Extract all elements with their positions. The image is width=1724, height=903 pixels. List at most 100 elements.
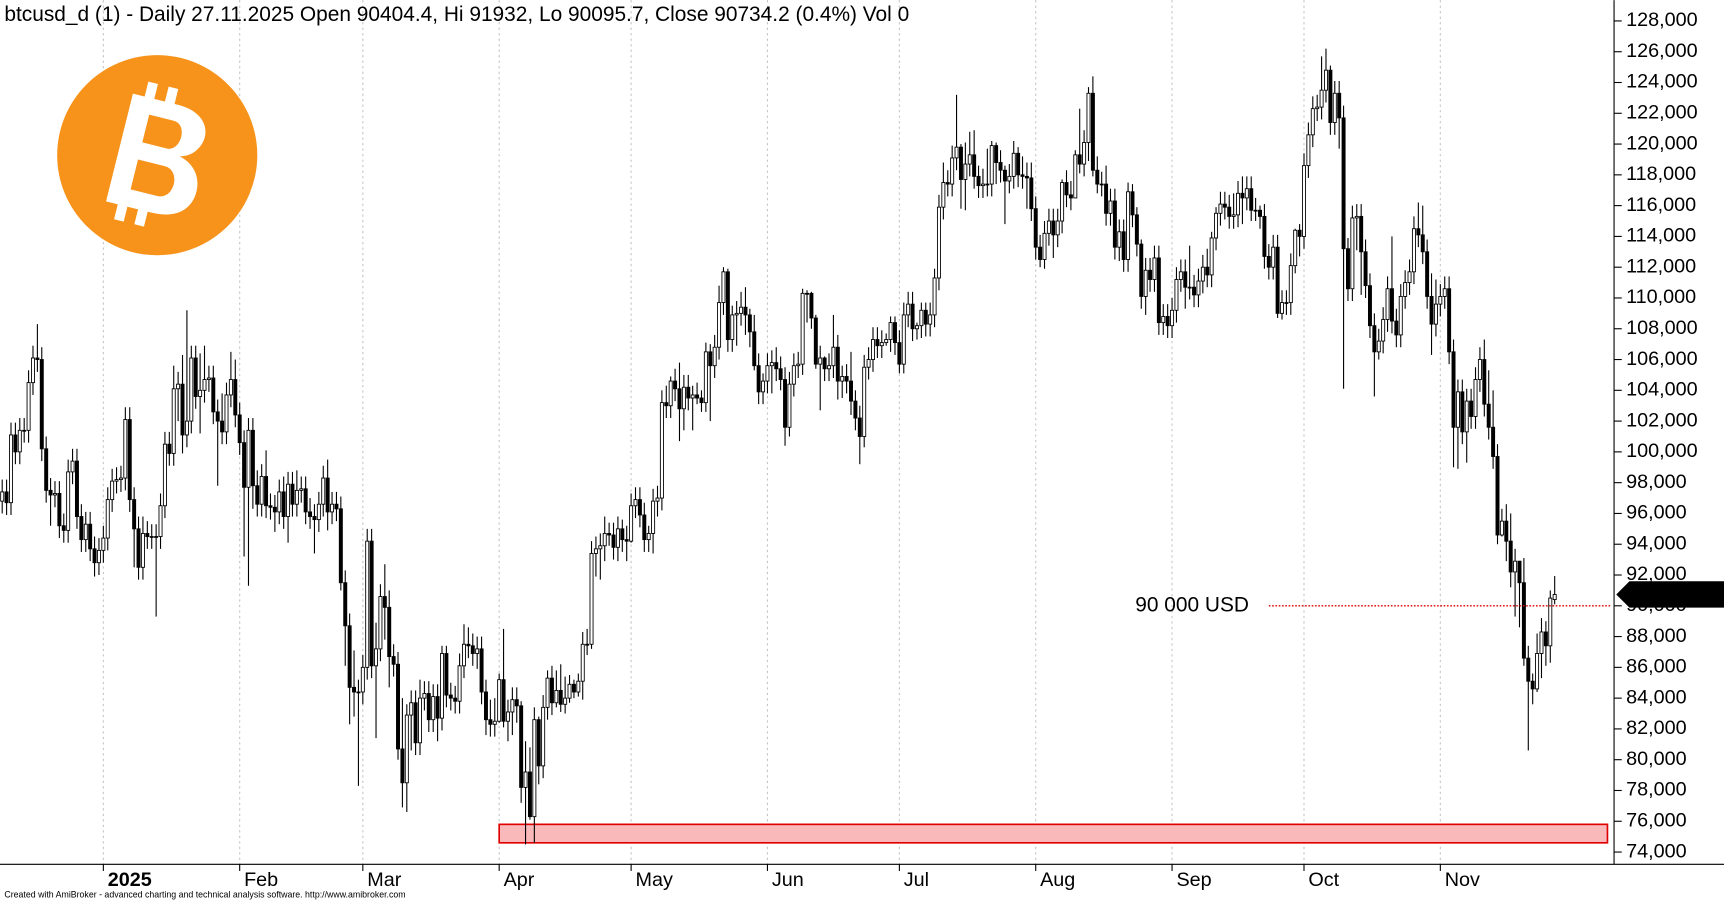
candle-body bbox=[193, 357, 198, 397]
candle-body bbox=[998, 162, 1003, 171]
candle-body bbox=[1319, 89, 1324, 108]
candle-body bbox=[277, 491, 282, 513]
candle-body bbox=[44, 448, 49, 491]
candle-body bbox=[255, 485, 260, 505]
x-tick-label: Feb bbox=[244, 869, 278, 891]
candle-body bbox=[747, 314, 752, 333]
candle-body bbox=[1407, 271, 1412, 284]
candle-body bbox=[1231, 214, 1236, 217]
candle-body bbox=[536, 719, 541, 767]
candle-body bbox=[114, 479, 119, 482]
candle-body bbox=[1460, 391, 1465, 433]
x-tick-label: Oct bbox=[1308, 869, 1339, 891]
candle-body bbox=[1236, 192, 1241, 216]
candle-body bbox=[1350, 217, 1355, 290]
candle-body bbox=[400, 748, 405, 784]
x-tick-label: Sep bbox=[1176, 869, 1211, 891]
candle-body bbox=[39, 359, 44, 450]
candle-body bbox=[132, 499, 137, 530]
candle-body bbox=[545, 677, 550, 708]
candle-body bbox=[725, 271, 730, 340]
candle-body bbox=[418, 697, 422, 744]
candle-body bbox=[220, 420, 225, 433]
candle-body bbox=[914, 325, 919, 330]
candle-body bbox=[563, 697, 568, 705]
candle-body bbox=[963, 163, 968, 180]
candle-body bbox=[1249, 188, 1254, 211]
candle-body bbox=[532, 719, 537, 818]
candle-body bbox=[774, 362, 779, 370]
candle-body bbox=[448, 694, 453, 699]
y-tick-label: 102,000 bbox=[1626, 409, 1698, 431]
candle-body bbox=[879, 342, 884, 347]
candle-body bbox=[1038, 246, 1043, 260]
candle-body bbox=[695, 394, 700, 399]
candle-body bbox=[1499, 520, 1504, 536]
candle-body bbox=[730, 314, 735, 340]
candle-body bbox=[1411, 228, 1416, 273]
candle-body bbox=[101, 537, 106, 551]
candle-body bbox=[950, 157, 955, 185]
candle-body bbox=[1548, 597, 1553, 647]
y-tick-label: 106,000 bbox=[1626, 348, 1698, 370]
candle-body bbox=[739, 306, 744, 314]
candle-body bbox=[1473, 379, 1478, 417]
candle-body bbox=[954, 146, 959, 159]
y-tick-label: 94,000 bbox=[1626, 532, 1687, 554]
candle-body bbox=[1482, 359, 1487, 405]
candle-body bbox=[1183, 271, 1188, 288]
candle-body bbox=[1438, 295, 1443, 305]
candle-body bbox=[1284, 302, 1289, 304]
candle-body bbox=[611, 534, 616, 548]
candle-body bbox=[316, 503, 321, 521]
y-tick-label: 118,000 bbox=[1626, 163, 1696, 185]
candle-body bbox=[1398, 295, 1403, 336]
candle-body bbox=[404, 714, 409, 784]
candle-body bbox=[871, 339, 875, 360]
candle-body bbox=[967, 154, 972, 165]
candle-body bbox=[1486, 403, 1491, 428]
candle-body bbox=[1455, 391, 1460, 428]
candle-body bbox=[1007, 175, 1012, 182]
zone-layer bbox=[498, 823, 1609, 844]
candle-body bbox=[721, 271, 726, 304]
candle-body bbox=[110, 480, 115, 501]
y-tick-label: 126,000 bbox=[1626, 40, 1698, 62]
candle-body bbox=[268, 505, 273, 508]
candle-body bbox=[1262, 215, 1267, 257]
candle-body bbox=[264, 476, 269, 507]
candle-body bbox=[1086, 92, 1091, 143]
candle-body bbox=[712, 346, 717, 367]
candle-body bbox=[1187, 286, 1192, 289]
candle-body bbox=[96, 549, 101, 564]
candle-body bbox=[475, 648, 480, 654]
candle-body bbox=[1513, 560, 1518, 573]
candle-body bbox=[1389, 288, 1394, 322]
candle-body bbox=[976, 175, 981, 187]
candle-body bbox=[985, 183, 990, 186]
candle-body bbox=[1337, 92, 1342, 119]
candle-body bbox=[308, 511, 313, 517]
candle-body bbox=[1293, 229, 1298, 267]
candle-body bbox=[853, 400, 858, 419]
candle-body bbox=[31, 357, 35, 384]
candle-body bbox=[440, 653, 444, 719]
y-tick-label: 78,000 bbox=[1626, 779, 1687, 801]
candle-body bbox=[237, 414, 242, 444]
candle-body bbox=[1117, 231, 1122, 248]
candle-body bbox=[783, 379, 788, 428]
candle-body bbox=[769, 362, 774, 367]
candle-body bbox=[1354, 215, 1359, 219]
candle-body bbox=[1161, 316, 1166, 324]
candle-body bbox=[1469, 400, 1474, 417]
candle-body bbox=[1178, 271, 1183, 280]
y-tick-label: 112,000 bbox=[1626, 255, 1696, 277]
candle-body bbox=[1495, 456, 1500, 536]
candle-body bbox=[888, 322, 893, 340]
y-tick-label: 82,000 bbox=[1626, 717, 1687, 739]
candle-body bbox=[1297, 229, 1302, 237]
candle-body bbox=[585, 643, 590, 646]
candle-body bbox=[48, 489, 53, 496]
candle-body bbox=[1209, 237, 1214, 276]
